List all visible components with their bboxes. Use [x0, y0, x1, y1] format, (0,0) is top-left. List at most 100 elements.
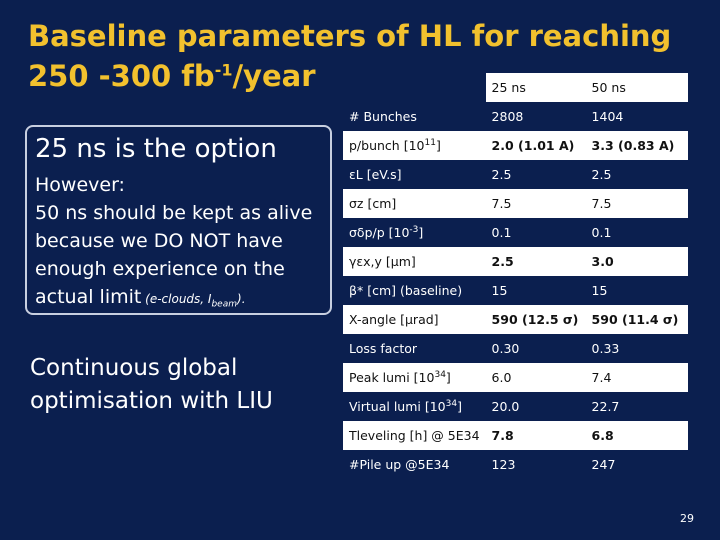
parameter-label: β* [cm] (baseline): [343, 276, 486, 305]
value-50ns: 3.0: [585, 247, 688, 276]
value-50ns: 590 (11.4 σ): [585, 305, 688, 334]
table-row: γεx,y [μm] 2.5 3.0: [343, 247, 688, 276]
parameter-label: # Bunches: [343, 102, 486, 131]
parameter-label-post: ]: [445, 370, 451, 386]
parameter-label-post: ]: [418, 225, 424, 241]
parameter-label-sup: 34: [434, 369, 446, 380]
title-line-2-sup: -1: [214, 60, 233, 80]
value-50ns: 247: [591, 457, 616, 472]
parameter-label-post: ]: [457, 399, 462, 415]
value-25ns: 7.5: [485, 189, 586, 218]
table-row: Peak lumi [1034] 6.0 7.4: [343, 363, 688, 392]
table-header-cell: 25 ns: [485, 73, 586, 102]
parameter-label: σz [cm]: [343, 189, 486, 218]
table-header-cell: 50 ns: [585, 73, 688, 102]
option-small-sub: beam: [211, 299, 238, 310]
option-line-1: However:: [35, 174, 125, 196]
option-small-post: ).: [237, 292, 246, 306]
parameters-table: 25 ns 50 ns # Bunches 2808 1404 p/bunch [1011…: [343, 73, 688, 479]
parameter-label-text: γεx,y [μm]: [349, 254, 416, 269]
option-line-5-main: actual limit: [35, 286, 142, 308]
value-25ns: 6.0: [485, 363, 586, 392]
continuous-line-1: Continuous global: [30, 355, 238, 381]
table-row: Virtual lumi [1034] 20.0 22.7: [343, 392, 688, 421]
parameter-label-sup: 11: [424, 137, 436, 148]
parameter-label-text: Loss factor: [349, 341, 418, 356]
value-50ns: 22.7: [591, 399, 620, 414]
parameter-label-text: p/bunch [10: [349, 138, 425, 154]
table-header-row: 25 ns 50 ns: [343, 73, 688, 102]
parameter-label-text: Peak lumi [10: [349, 370, 435, 386]
table-row: σδp/p [10-3] 0.1 0.1: [343, 218, 688, 247]
continuous-line-2: optimisation with LIU: [30, 388, 273, 414]
option-small-pre: (e-clouds, I: [141, 292, 212, 306]
parameter-label: Peak lumi [1034]: [343, 363, 486, 392]
value-50ns: 0.33: [591, 341, 620, 356]
parameter-label-sup: 34: [445, 398, 458, 409]
title-line-2: 250 -300 fb-1/year: [28, 56, 708, 96]
value-25ns: 15: [491, 283, 508, 298]
parameter-label: #Pile up @5E34: [343, 450, 486, 479]
option-box: 25 ns is the option However: 50 ns shoul…: [25, 125, 332, 315]
parameter-label: Loss factor: [343, 334, 486, 363]
title-line-2-pre: 250 -300 fb: [28, 59, 215, 93]
parameter-label-text: σδp/p [10: [349, 225, 410, 241]
value-50ns: 0.1: [591, 225, 612, 240]
parameter-label-sup: -3: [409, 224, 419, 235]
value-25ns: 7.8: [485, 421, 586, 450]
parameter-label: γεx,y [μm]: [343, 247, 486, 276]
table-row: β* [cm] (baseline) 15 15: [343, 276, 688, 305]
value-50ns: 1404: [591, 109, 624, 124]
continuous-note: Continuous global optimisation with LIU: [30, 352, 330, 418]
value-25ns: 2.5: [485, 247, 586, 276]
parameter-label: εL [eV.s]: [343, 160, 486, 189]
parameter-label-text: Virtual lumi [10: [349, 399, 446, 415]
parameter-label-text: σz [cm]: [349, 196, 397, 211]
table-row: σz [cm] 7.5 7.5: [343, 189, 688, 218]
option-line-4: enough experience on the: [35, 258, 285, 280]
parameter-label: Virtual lumi [1034]: [343, 392, 486, 421]
value-25ns: 123: [491, 457, 516, 472]
parameter-label-text: # Bunches: [349, 109, 417, 124]
table-row: Tleveling [h] @ 5E34 7.8 6.8: [343, 421, 688, 450]
table-row: X-angle [μrad] 590 (12.5 σ) 590 (11.4 σ): [343, 305, 688, 334]
slide-title: Baseline parameters of HL for reaching 2…: [28, 16, 708, 96]
value-25ns: 2.5: [491, 167, 512, 182]
parameter-label-post: ]: [435, 138, 441, 154]
value-25ns: 0.30: [491, 341, 520, 356]
option-heading: 25 ns is the option: [35, 134, 277, 164]
table-row: #Pile up @5E34 123 247: [343, 450, 688, 479]
parameter-label-text: εL [eV.s]: [349, 167, 402, 182]
option-line-3: because we DO NOT have: [35, 230, 283, 252]
value-50ns: 15: [591, 283, 608, 298]
table-header-cell: [343, 73, 486, 102]
value-25ns: 590 (12.5 σ): [485, 305, 586, 334]
parameter-label: X-angle [μrad]: [343, 305, 486, 334]
value-50ns: 7.4: [585, 363, 688, 392]
parameter-label-text: #Pile up @5E34: [349, 457, 450, 472]
title-line-1: Baseline parameters of HL for reaching: [28, 19, 672, 53]
value-25ns: 2808: [491, 109, 524, 124]
table-row: εL [eV.s] 2.5 2.5: [343, 160, 688, 189]
parameter-label: Tleveling [h] @ 5E34: [343, 421, 486, 450]
page-number: 29: [680, 512, 694, 525]
table-row: p/bunch [1011] 2.0 (1.01 A) 3.3 (0.83 A): [343, 131, 688, 160]
table-row: # Bunches 2808 1404: [343, 102, 688, 131]
value-50ns: 6.8: [585, 421, 688, 450]
value-50ns: 7.5: [585, 189, 688, 218]
value-25ns: 20.0: [491, 399, 520, 414]
value-50ns: 2.5: [591, 167, 612, 182]
option-line-5-small: (e-clouds, Ibeam).: [141, 292, 246, 310]
value-50ns: 3.3 (0.83 A): [585, 131, 688, 160]
parameter-label-text: β* [cm] (baseline): [349, 283, 463, 298]
value-25ns: 0.1: [491, 225, 512, 240]
parameter-label-text: Tleveling [h] @ 5E34: [349, 428, 480, 443]
parameter-label: p/bunch [1011]: [343, 131, 486, 160]
value-25ns: 2.0 (1.01 A): [485, 131, 586, 160]
parameter-label: σδp/p [10-3]: [343, 218, 486, 247]
option-body: However: 50 ns should be kept as alive b…: [35, 171, 322, 318]
option-line-2: 50 ns should be kept as alive: [35, 202, 313, 224]
table-row: Loss factor 0.30 0.33: [343, 334, 688, 363]
option-line-5: actual limit (e-clouds, Ibeam).: [35, 283, 322, 318]
title-line-2-post: /year: [232, 59, 316, 93]
